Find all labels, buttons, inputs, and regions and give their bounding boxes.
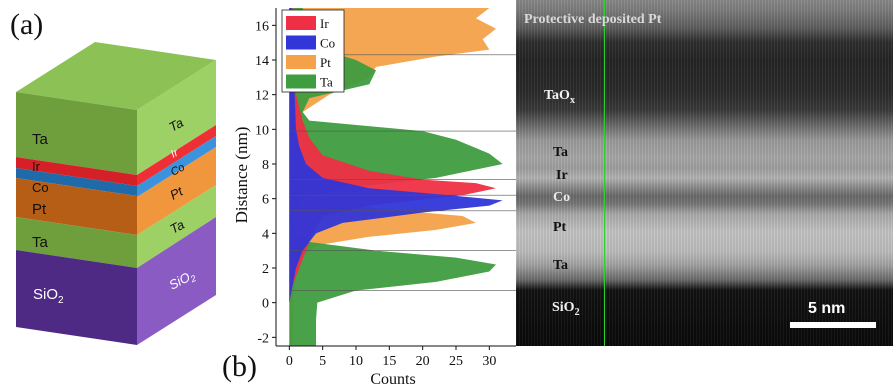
legend-label-co: Co — [320, 36, 335, 51]
y-tick-label-0: 0 — [262, 297, 269, 312]
stem-label-pt: Pt — [553, 220, 567, 235]
y-tick-label-2: 2 — [262, 262, 269, 277]
series-area-ir — [289, 8, 496, 346]
legend-swatch-co — [286, 35, 316, 50]
legend-label-ir: Ir — [320, 16, 329, 31]
legend-swatch-ir — [286, 16, 316, 30]
side-sio2 — [137, 217, 216, 345]
y-tick-label-14: 14 — [255, 54, 269, 69]
front-ir — [16, 157, 137, 186]
x-tick-label-10: 10 — [349, 354, 363, 369]
chart-legend: Ir Co Pt Ta — [281, 9, 345, 93]
side-label-ta-bottom: Ta — [167, 217, 186, 237]
front-label-pt: Pt — [32, 201, 47, 218]
y-tick-label-10: 10 — [255, 123, 269, 138]
x-tick-label-25: 25 — [449, 354, 463, 369]
front-pt — [16, 178, 137, 235]
front-ta-top — [16, 92, 137, 175]
x-tick-label-0: 0 — [286, 354, 293, 369]
side-ir — [137, 125, 216, 186]
side-ta-bottom — [137, 185, 216, 268]
side-label-co: Co — [169, 161, 187, 178]
front-label-ir: Ir — [32, 159, 41, 174]
stem-label-ir: Ir — [556, 168, 568, 183]
chart-axes: -2 0 2 4 6 8 10 12 14 16 0 5 10 15 20 25 30 — [255, 8, 516, 369]
chart-xlabel: Counts — [370, 371, 415, 388]
front-ta-bottom — [16, 217, 137, 268]
side-co — [137, 136, 216, 197]
y-tick-label-4: 4 — [262, 227, 269, 242]
stem-label-ta-lower: Ta — [553, 258, 569, 273]
front-co — [16, 168, 137, 196]
side-label-ta-top: Ta — [166, 115, 185, 135]
x-tick-label-5: 5 — [319, 354, 326, 369]
stem-label-sio2: SiO2 — [552, 300, 580, 318]
stem-title: Protective deposited Pt — [524, 12, 662, 27]
legend-swatch-pt — [286, 55, 316, 69]
stem-lattice-texture — [516, 0, 893, 346]
front-label-ta-bottom: Ta — [32, 234, 49, 251]
y-tick-label--2: -2 — [257, 331, 269, 346]
stem-profile-line — [604, 0, 605, 346]
front-label-ta-top: Ta — [32, 131, 49, 148]
layer-stack-diagram: Ta Ir Co Pt Ta SiO2 Ta Ir Co Pt Ta SiO2 — [16, 42, 216, 345]
front-label-sio2: SiO2 — [33, 286, 64, 306]
stem-label-taox: TaOx — [544, 88, 575, 106]
panel-label-b: (b) — [222, 350, 257, 383]
eds-profile-chart: -2 0 2 4 6 8 10 12 14 16 0 5 10 15 20 25 30 Distance (nm… — [232, 8, 516, 388]
x-tick-label-30: 30 — [482, 354, 496, 369]
y-tick-label-16: 16 — [255, 19, 269, 34]
y-tick-label-6: 6 — [262, 193, 269, 208]
legend-label-pt: Pt — [320, 55, 331, 70]
y-tick-label-8: 8 — [262, 158, 269, 173]
panel-label-a: (a) — [10, 8, 44, 41]
stem-label-ta-upper: Ta — [553, 145, 569, 160]
side-ta-top — [137, 60, 216, 175]
x-tick-label-20: 20 — [416, 354, 430, 369]
chart-ylabel: Distance (nm) — [232, 127, 251, 224]
legend-swatch-ta — [286, 74, 316, 89]
scalebar-label: 5 nm — [808, 300, 846, 317]
stack-top-face — [16, 42, 216, 110]
stem-image — [516, 0, 893, 346]
front-label-co: Co — [32, 180, 49, 195]
x-tick-label-15: 15 — [382, 354, 396, 369]
scalebar — [790, 322, 876, 328]
front-sio2 — [16, 250, 137, 345]
legend-label-ta: Ta — [320, 75, 333, 90]
stem-label-co: Co — [553, 190, 571, 205]
y-tick-label-12: 12 — [255, 89, 269, 104]
side-pt — [137, 147, 216, 235]
